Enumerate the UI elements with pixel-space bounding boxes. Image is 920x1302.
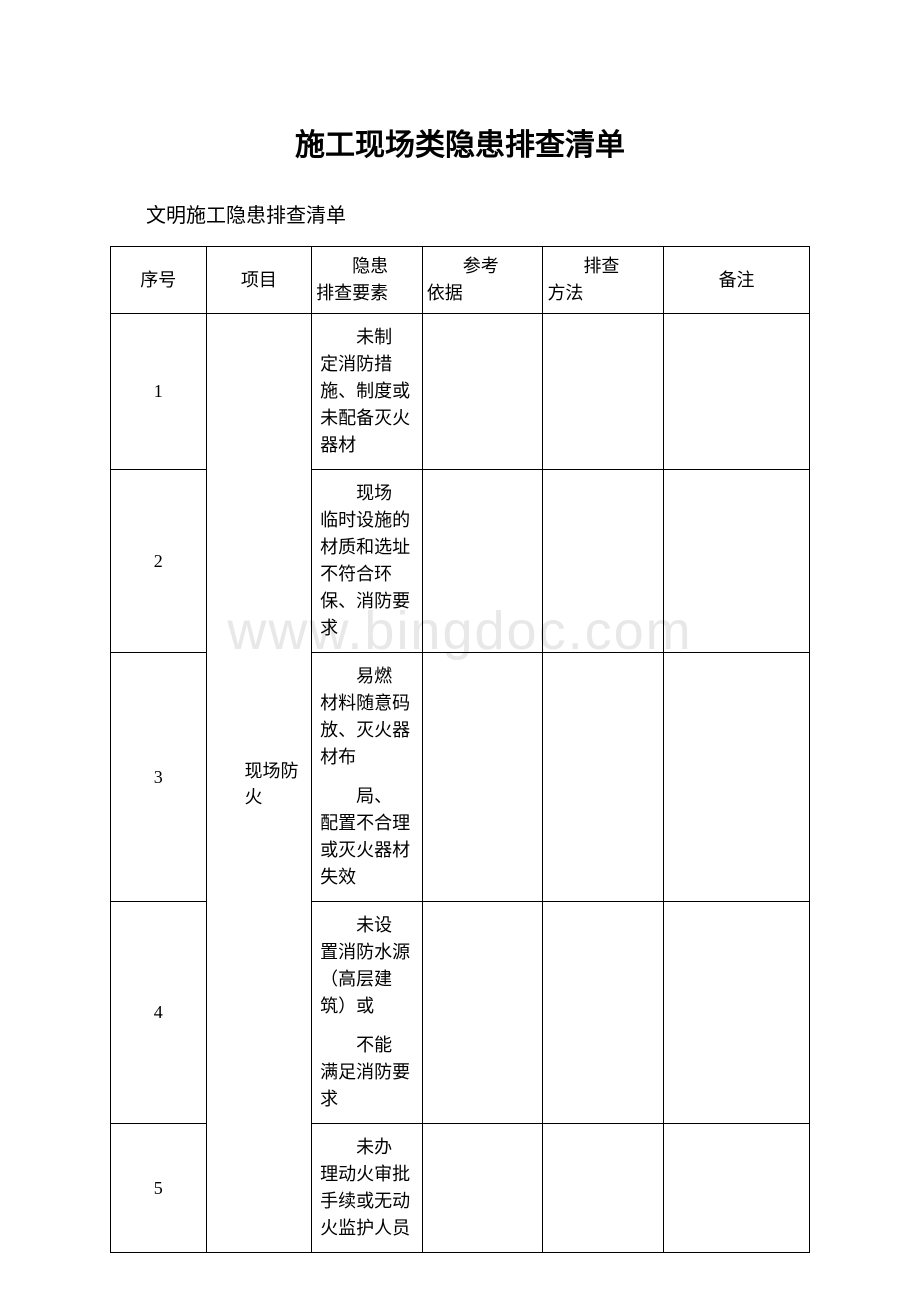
- header-ref-line1: 参考: [427, 253, 539, 280]
- hazard-text: 易燃: [320, 663, 414, 690]
- cell-hazard: 现场 临时设施的材质和选址不符合环保、消防要求: [312, 470, 423, 653]
- header-note: 备注: [664, 247, 810, 314]
- table-row: 1 现场防火 未制 定消防措施、制度或未配备灭火器材: [111, 314, 810, 470]
- cell-note: [664, 314, 810, 470]
- header-method-line2: 方法: [547, 280, 659, 307]
- header-item: 项目: [206, 247, 312, 314]
- hazard-text: 未办: [320, 1134, 414, 1161]
- hazard-table: 序号 项目 隐患 排查要素 参考 依据 排查 方法 备注 1: [110, 246, 810, 1253]
- hazard-text: 定消防措施、制度或未配备灭火器材: [320, 351, 414, 459]
- cell-hazard: 易燃 材料随意码放、灭火器材布 局、 配置不合理或灭火器材失效: [312, 653, 423, 902]
- cell-note: [664, 902, 810, 1124]
- cell-method: [543, 470, 664, 653]
- hazard-text: 配置不合理或灭火器材失效: [320, 810, 414, 891]
- hazard-text: 临时设施的材质和选址不符合环保、消防要求: [320, 507, 414, 642]
- hazard-text: 未制: [320, 324, 414, 351]
- table-header-row: 序号 项目 隐患 排查要素 参考 依据 排查 方法 备注: [111, 247, 810, 314]
- hazard-text: 未设: [320, 912, 414, 939]
- header-hazard: 隐患 排查要素: [312, 247, 423, 314]
- cell-note: [664, 470, 810, 653]
- page-content: 施工现场类隐患排查清单 文明施工隐患排查清单 序号 项目 隐患 排查要素 参考 …: [110, 120, 810, 1253]
- hazard-text: 不能: [320, 1032, 414, 1059]
- header-hazard-line1: 隐患: [316, 253, 418, 280]
- cell-seq: 5: [111, 1124, 207, 1253]
- cell-ref: [422, 314, 543, 470]
- header-hazard-line2: 排查要素: [316, 280, 418, 307]
- cell-ref: [422, 653, 543, 902]
- cell-hazard: 未设 置消防水源（高层建筑）或 不能 满足消防要求: [312, 902, 423, 1124]
- cell-seq: 2: [111, 470, 207, 653]
- cell-method: [543, 1124, 664, 1253]
- cell-hazard: 未办 理动火审批手续或无动火监护人员: [312, 1124, 423, 1253]
- hazard-text: 置消防水源（高层建筑）或: [320, 939, 414, 1020]
- cell-seq: 4: [111, 902, 207, 1124]
- cell-method: [543, 902, 664, 1124]
- cell-item: 现场防火: [206, 314, 312, 1253]
- cell-seq: 3: [111, 653, 207, 902]
- cell-note: [664, 1124, 810, 1253]
- page-title: 施工现场类隐患排查清单: [110, 120, 810, 164]
- cell-seq: 1: [111, 314, 207, 470]
- cell-ref: [422, 902, 543, 1124]
- hazard-text: 局、: [320, 783, 414, 810]
- hazard-text: 材料随意码放、灭火器材布: [320, 690, 414, 771]
- cell-hazard: 未制 定消防措施、制度或未配备灭火器材: [312, 314, 423, 470]
- header-method: 排查 方法: [543, 247, 664, 314]
- hazard-text: 现场: [320, 480, 414, 507]
- header-method-line1: 排查: [547, 253, 659, 280]
- cell-ref: [422, 470, 543, 653]
- page-subtitle: 文明施工隐患排查清单: [146, 199, 810, 228]
- header-ref: 参考 依据: [422, 247, 543, 314]
- header-ref-line2: 依据: [427, 280, 539, 307]
- hazard-text: 满足消防要求: [320, 1059, 414, 1113]
- cell-method: [543, 314, 664, 470]
- cell-method: [543, 653, 664, 902]
- hazard-text: 理动火审批手续或无动火监护人员: [320, 1161, 414, 1242]
- cell-ref: [422, 1124, 543, 1253]
- cell-note: [664, 653, 810, 902]
- header-seq: 序号: [111, 247, 207, 314]
